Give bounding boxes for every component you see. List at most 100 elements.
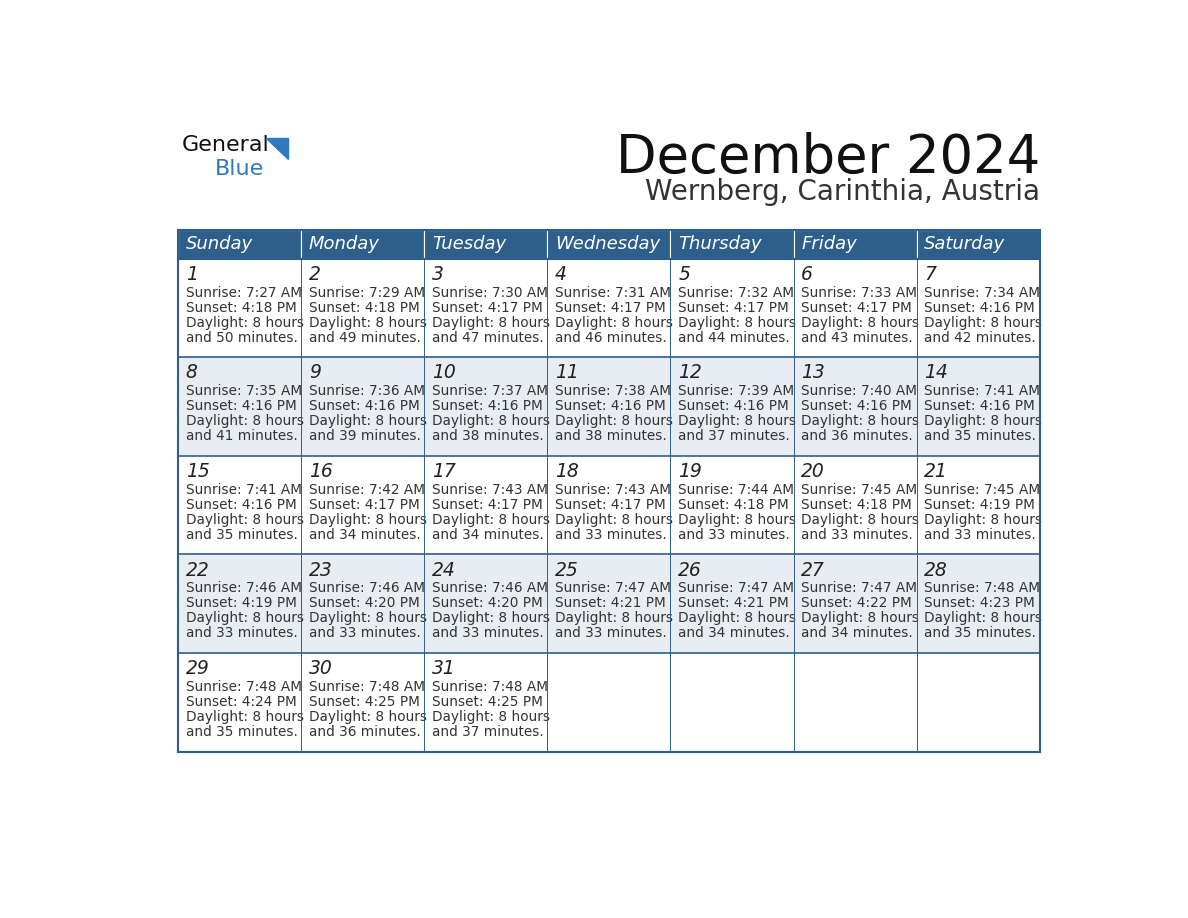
Text: 11: 11 [555,364,579,383]
Text: Sunset: 4:18 PM: Sunset: 4:18 PM [678,498,789,512]
FancyBboxPatch shape [301,554,424,653]
Text: Sunset: 4:21 PM: Sunset: 4:21 PM [678,597,789,610]
Text: 24: 24 [432,561,456,579]
FancyBboxPatch shape [548,653,670,752]
FancyBboxPatch shape [424,554,548,653]
Text: Sunrise: 7:41 AM: Sunrise: 7:41 AM [185,483,302,497]
Text: and 33 minutes.: and 33 minutes. [555,528,666,542]
Text: Sunrise: 7:46 AM: Sunrise: 7:46 AM [432,581,548,596]
Text: Sunrise: 7:48 AM: Sunrise: 7:48 AM [924,581,1041,596]
Text: and 37 minutes.: and 37 minutes. [432,725,544,739]
Text: and 33 minutes.: and 33 minutes. [309,626,421,641]
Text: 9: 9 [309,364,321,383]
FancyBboxPatch shape [424,357,548,456]
Text: Sunset: 4:17 PM: Sunset: 4:17 PM [555,301,665,315]
Text: and 33 minutes.: and 33 minutes. [185,626,297,641]
Text: Sunday: Sunday [185,235,253,253]
FancyBboxPatch shape [178,653,301,752]
Text: 5: 5 [678,265,690,284]
Text: Saturday: Saturday [924,235,1005,253]
FancyBboxPatch shape [917,230,1040,259]
Text: 27: 27 [801,561,824,579]
FancyBboxPatch shape [670,230,794,259]
Text: 26: 26 [678,561,702,579]
Text: Sunrise: 7:46 AM: Sunrise: 7:46 AM [185,581,302,596]
Text: and 42 minutes.: and 42 minutes. [924,330,1036,345]
Text: Sunrise: 7:38 AM: Sunrise: 7:38 AM [555,385,671,398]
Text: and 33 minutes.: and 33 minutes. [432,626,544,641]
Text: Sunset: 4:23 PM: Sunset: 4:23 PM [924,597,1035,610]
Text: Daylight: 8 hours: Daylight: 8 hours [185,316,304,330]
Text: Sunset: 4:16 PM: Sunset: 4:16 PM [924,399,1035,413]
FancyBboxPatch shape [301,456,424,554]
FancyBboxPatch shape [548,230,670,259]
Text: Sunrise: 7:47 AM: Sunrise: 7:47 AM [555,581,671,596]
Text: and 39 minutes.: and 39 minutes. [309,430,421,443]
Text: Sunset: 4:22 PM: Sunset: 4:22 PM [801,597,912,610]
Text: 7: 7 [924,265,936,284]
FancyBboxPatch shape [794,554,917,653]
Text: Sunrise: 7:39 AM: Sunrise: 7:39 AM [678,385,795,398]
Text: and 49 minutes.: and 49 minutes. [309,330,421,345]
Text: Sunrise: 7:47 AM: Sunrise: 7:47 AM [678,581,794,596]
Text: and 34 minutes.: and 34 minutes. [801,626,914,641]
Text: Sunrise: 7:37 AM: Sunrise: 7:37 AM [432,385,548,398]
Polygon shape [266,138,287,160]
Text: Sunset: 4:17 PM: Sunset: 4:17 PM [309,498,419,512]
Text: December 2024: December 2024 [615,131,1040,184]
Text: and 36 minutes.: and 36 minutes. [309,725,421,739]
Text: Sunrise: 7:45 AM: Sunrise: 7:45 AM [801,483,917,497]
Text: Daylight: 8 hours: Daylight: 8 hours [678,414,796,429]
Text: Wednesday: Wednesday [555,235,661,253]
Text: Daylight: 8 hours: Daylight: 8 hours [678,611,796,625]
FancyBboxPatch shape [794,357,917,456]
FancyBboxPatch shape [548,259,670,357]
Text: 12: 12 [678,364,702,383]
FancyBboxPatch shape [424,259,548,357]
Text: 25: 25 [555,561,579,579]
Text: Sunrise: 7:29 AM: Sunrise: 7:29 AM [309,285,425,299]
Text: Daylight: 8 hours: Daylight: 8 hours [555,513,674,527]
Text: 17: 17 [432,462,456,481]
FancyBboxPatch shape [670,456,794,554]
Text: Sunset: 4:16 PM: Sunset: 4:16 PM [678,399,789,413]
Text: Daylight: 8 hours: Daylight: 8 hours [185,414,304,429]
Text: 31: 31 [432,659,456,678]
Text: 8: 8 [185,364,197,383]
FancyBboxPatch shape [917,554,1040,653]
Text: and 50 minutes.: and 50 minutes. [185,330,297,345]
Text: Sunrise: 7:48 AM: Sunrise: 7:48 AM [185,680,302,694]
Text: 28: 28 [924,561,948,579]
Text: Wernberg, Carinthia, Austria: Wernberg, Carinthia, Austria [645,178,1040,206]
Text: Daylight: 8 hours: Daylight: 8 hours [555,316,674,330]
Text: Daylight: 8 hours: Daylight: 8 hours [185,710,304,724]
Text: Sunrise: 7:36 AM: Sunrise: 7:36 AM [309,385,425,398]
Text: Sunrise: 7:44 AM: Sunrise: 7:44 AM [678,483,794,497]
Text: Sunrise: 7:32 AM: Sunrise: 7:32 AM [678,285,794,299]
Text: Friday: Friday [801,235,857,253]
FancyBboxPatch shape [178,230,301,259]
FancyBboxPatch shape [424,230,548,259]
Text: Daylight: 8 hours: Daylight: 8 hours [924,611,1042,625]
FancyBboxPatch shape [794,653,917,752]
Text: Sunrise: 7:40 AM: Sunrise: 7:40 AM [801,385,917,398]
Text: Sunset: 4:17 PM: Sunset: 4:17 PM [432,498,543,512]
Text: Sunset: 4:16 PM: Sunset: 4:16 PM [924,301,1035,315]
Text: Sunrise: 7:33 AM: Sunrise: 7:33 AM [801,285,917,299]
Text: 13: 13 [801,364,824,383]
Text: Daylight: 8 hours: Daylight: 8 hours [185,513,304,527]
Text: 22: 22 [185,561,209,579]
FancyBboxPatch shape [424,653,548,752]
Text: 16: 16 [309,462,333,481]
Text: and 34 minutes.: and 34 minutes. [309,528,421,542]
Text: Sunset: 4:25 PM: Sunset: 4:25 PM [309,695,419,709]
Text: Sunrise: 7:42 AM: Sunrise: 7:42 AM [309,483,425,497]
Text: Sunset: 4:16 PM: Sunset: 4:16 PM [309,399,419,413]
Text: 4: 4 [555,265,567,284]
FancyBboxPatch shape [917,259,1040,357]
Text: and 41 minutes.: and 41 minutes. [185,430,297,443]
FancyBboxPatch shape [670,653,794,752]
Text: Sunrise: 7:45 AM: Sunrise: 7:45 AM [924,483,1041,497]
Text: Blue: Blue [215,160,265,179]
Text: 3: 3 [432,265,444,284]
